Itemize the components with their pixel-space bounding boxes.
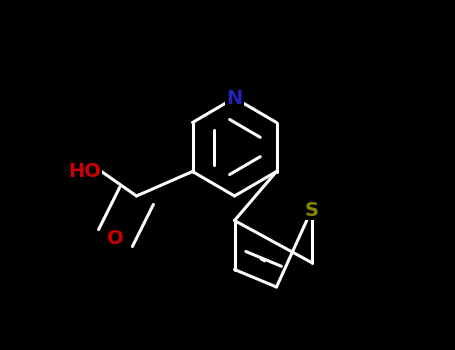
Text: O: O [107, 229, 124, 247]
Text: N: N [227, 89, 243, 107]
Text: HO: HO [69, 162, 101, 181]
Text: S: S [304, 201, 318, 219]
